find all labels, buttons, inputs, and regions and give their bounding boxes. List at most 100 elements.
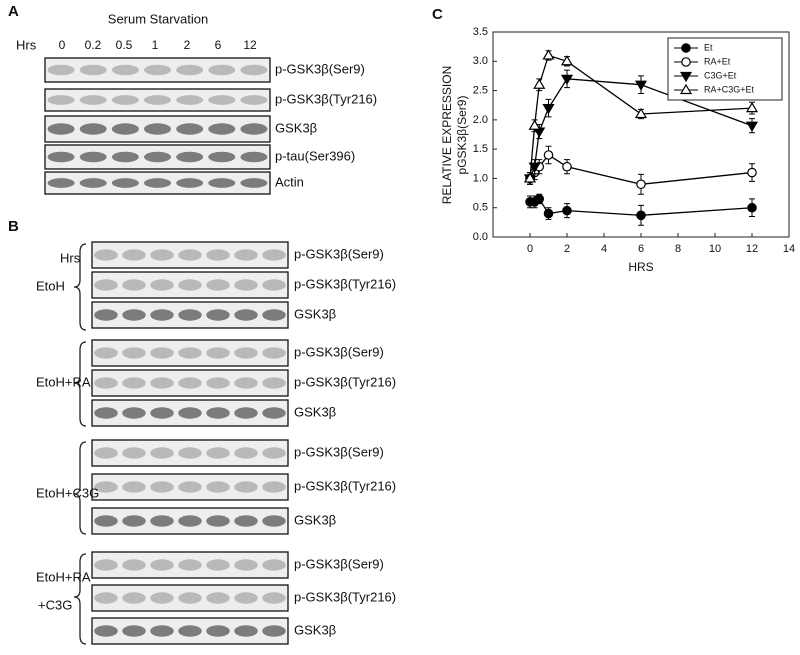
- panel-title: Serum Starvation: [108, 11, 208, 26]
- data-point: [523, 172, 537, 183]
- blot-band: [206, 309, 230, 321]
- blot-band: [79, 95, 107, 105]
- legend-label: RA+Et: [704, 56, 731, 66]
- blot-band: [262, 447, 286, 459]
- group-label: +C3G: [38, 597, 72, 612]
- blot-band: [206, 279, 230, 291]
- blot-label: p-GSK3β(Ser9): [294, 344, 384, 359]
- blot-band: [122, 592, 146, 604]
- blot-band: [206, 481, 230, 493]
- blot-band: [206, 592, 230, 604]
- blot-band: [176, 178, 204, 188]
- y-tick-label: 1.5: [473, 143, 488, 155]
- blot-band: [208, 95, 236, 105]
- blot-band: [234, 347, 258, 359]
- blot-band: [111, 178, 139, 188]
- blot-band: [47, 95, 75, 105]
- blot-frame: [91, 439, 289, 467]
- blot-band: [150, 481, 174, 493]
- x-axis-title: HRS: [628, 260, 653, 274]
- blot-band: [240, 123, 268, 135]
- blot-band: [262, 481, 286, 493]
- blot-band: [111, 95, 139, 105]
- data-point: [562, 205, 572, 216]
- blot-label: p-tau(Ser396): [275, 148, 355, 163]
- blot-band: [122, 447, 146, 459]
- x-tick-label: 6: [638, 243, 644, 255]
- blot-band: [122, 377, 146, 389]
- y-tick-label: 1.0: [473, 172, 488, 184]
- blot-frame: [44, 88, 271, 112]
- blot-label: p-GSK3β(Tyr216): [294, 478, 396, 493]
- x-tick-label: 2: [564, 243, 570, 255]
- legend-marker: [681, 43, 691, 53]
- data-point: [533, 78, 546, 89]
- blot-band: [178, 592, 202, 604]
- data-point: [543, 208, 554, 219]
- blot-label: GSK3β: [294, 512, 336, 527]
- legend-label: C3G+Et: [704, 70, 737, 80]
- panel-label: A: [8, 3, 19, 20]
- blot-band: [262, 515, 286, 527]
- blot-frame: [91, 339, 289, 367]
- blot-band: [122, 407, 146, 419]
- panel-label: C: [432, 6, 443, 23]
- y-axis-title: pGSK3β(Ser9): [455, 96, 469, 175]
- y-tick-label: 3.5: [473, 26, 488, 38]
- blot-band: [150, 559, 174, 571]
- blot-frame: [44, 57, 271, 83]
- data-point: [634, 80, 648, 91]
- blot-band: [144, 123, 171, 135]
- blot-label: p-GSK3β(Tyr216): [294, 589, 396, 604]
- blot-band: [262, 377, 286, 389]
- group-label: EtoH: [36, 278, 65, 293]
- blot-band: [178, 249, 202, 261]
- blot-band: [150, 407, 174, 419]
- data-point: [745, 101, 759, 113]
- blot-band: [178, 309, 202, 321]
- data-point: [560, 55, 574, 66]
- blot-band: [150, 249, 174, 261]
- group-label: EtoH+RA: [36, 569, 91, 584]
- blot-band: [94, 447, 118, 459]
- blot-band: [47, 151, 75, 163]
- blot-label: p-GSK3β(Tyr216): [294, 374, 396, 389]
- blot-band: [208, 64, 236, 76]
- group-braces: [73, 243, 87, 645]
- data-point: [528, 162, 541, 173]
- blot-band: [79, 123, 107, 135]
- blot-band: [144, 178, 171, 188]
- blot-band: [262, 407, 286, 419]
- x-tick-label: 12: [746, 243, 758, 255]
- data-point: [634, 107, 648, 119]
- data-point: [562, 161, 572, 172]
- y-axis-title: RELATIVE EXPRESSION: [440, 66, 454, 205]
- blot-band: [240, 95, 268, 105]
- blot-frame: [91, 241, 289, 269]
- blot-label: p-GSK3β(Ser9): [294, 246, 384, 261]
- blot-band: [234, 625, 258, 637]
- blot-band: [47, 178, 75, 188]
- blot-frame: [91, 551, 289, 579]
- blot-band: [79, 64, 107, 76]
- timepoint-label: 2: [184, 38, 191, 52]
- x-tick-label: 14: [783, 243, 795, 255]
- blot-band: [206, 515, 230, 527]
- blot-band: [79, 178, 107, 188]
- blot-band: [234, 559, 258, 571]
- data-point: [636, 179, 646, 190]
- blot-band: [47, 64, 75, 76]
- blot-band: [234, 377, 258, 389]
- blot-frame: [91, 369, 289, 397]
- y-tick-label: 2.0: [473, 114, 488, 126]
- blot-band: [94, 592, 118, 604]
- blot-band: [94, 625, 118, 637]
- blot-label: GSK3β: [294, 404, 336, 419]
- data-point: [747, 167, 757, 178]
- blot-band: [208, 123, 236, 135]
- blot-band: [234, 481, 258, 493]
- data-point: [542, 49, 555, 60]
- blot-band: [150, 279, 174, 291]
- y-tick-label: 2.5: [473, 84, 488, 96]
